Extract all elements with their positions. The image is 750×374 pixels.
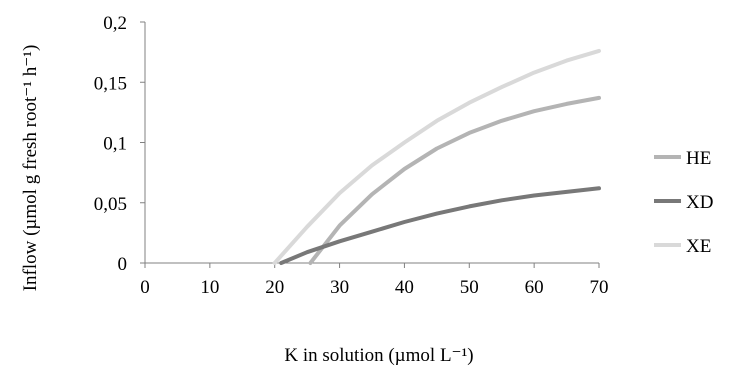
series-line-xd (279, 186, 601, 265)
x-tick-label: 70 (590, 277, 609, 298)
x-tick-label: 50 (460, 277, 479, 298)
x-tick-label: 30 (330, 277, 349, 298)
y-tick-label: 0,1 (103, 134, 127, 155)
x-tick-label: 0 (140, 277, 150, 298)
plot-area (272, 48, 601, 265)
x-tick-label: 10 (200, 277, 219, 298)
y-tick-label: 0 (118, 254, 128, 275)
x-tick-label: 60 (525, 277, 544, 298)
y-tick-label: 0,15 (94, 73, 127, 94)
x-tick-label: 40 (395, 277, 414, 298)
legend: HE XD XE (654, 148, 713, 257)
legend-label-xe: XE (686, 236, 711, 257)
y-tick-label: 0,2 (103, 13, 127, 34)
axes: 0 10 20 30 40 50 60 70 0 0,05 0,1 0,15 0,2 (94, 13, 609, 298)
x-axis-label: K in solution (µmol L⁻¹) (284, 345, 473, 366)
x-tick-label: 20 (265, 277, 284, 298)
legend-label-xd: XD (686, 192, 713, 213)
series-line-he (308, 95, 601, 265)
legend-label-he: HE (686, 148, 711, 169)
y-axis-label: Inflow (µmol g fresh root⁻¹ h⁻¹) (20, 45, 41, 292)
series-line-xe (272, 48, 601, 265)
y-tick-label: 0,05 (94, 194, 127, 215)
